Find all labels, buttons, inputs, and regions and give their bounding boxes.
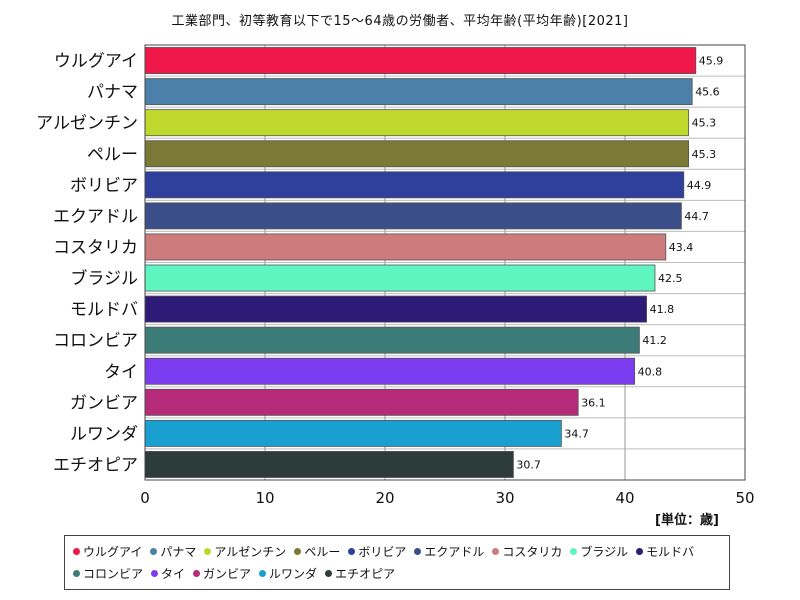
legend-item: ウルグアイ bbox=[73, 541, 142, 563]
bar bbox=[144, 419, 562, 447]
legend-item: ガンビア bbox=[193, 563, 251, 585]
legend-label: エチオピア bbox=[335, 567, 396, 581]
legend-marker bbox=[492, 548, 500, 555]
category-label: ウルグアイ bbox=[54, 52, 138, 72]
legend-marker bbox=[325, 570, 333, 577]
category-label: ペルー bbox=[87, 145, 138, 165]
legend-item: コロンビア bbox=[73, 563, 143, 585]
category-label: エクアドル bbox=[53, 207, 138, 227]
legend-item: アルゼンチン bbox=[204, 541, 286, 563]
legend-item: パナマ bbox=[150, 541, 196, 563]
legend-marker bbox=[636, 548, 644, 555]
category-label: アルゼンチン bbox=[36, 114, 138, 134]
category-label: コロンビア bbox=[53, 331, 138, 351]
bar bbox=[144, 140, 689, 168]
legend-label: ウルグアイ bbox=[83, 545, 143, 559]
bar bbox=[144, 326, 640, 354]
legend-marker bbox=[294, 548, 302, 555]
legend-item: エチオピア bbox=[325, 563, 395, 585]
legend-item: ブラジル bbox=[570, 541, 628, 563]
legend-marker bbox=[150, 548, 158, 555]
legend-item: コスタリカ bbox=[492, 541, 562, 563]
legend-marker bbox=[570, 548, 578, 555]
x-tick-label: 10 bbox=[255, 489, 274, 507]
legend-marker bbox=[193, 570, 201, 577]
value-label: 45.9 bbox=[699, 55, 724, 68]
x-tick-label: 50 bbox=[735, 489, 754, 507]
bar bbox=[144, 264, 656, 292]
category-label: タイ bbox=[104, 362, 138, 382]
category-label: ルワンダ bbox=[70, 424, 138, 444]
bar bbox=[144, 202, 682, 230]
category-label: パナマ bbox=[87, 83, 138, 103]
legend-label: コロンビア bbox=[83, 567, 144, 581]
bar bbox=[144, 357, 636, 385]
x-tick-label: 40 bbox=[615, 489, 634, 507]
legend-label: パナマ bbox=[160, 545, 197, 559]
value-label: 45.3 bbox=[692, 117, 717, 130]
value-label: 36.1 bbox=[581, 396, 606, 409]
unit-label: [単位：歳] bbox=[655, 513, 719, 528]
bar bbox=[144, 109, 689, 137]
legend-marker bbox=[259, 570, 267, 577]
bar bbox=[144, 78, 693, 106]
legend-label: アルゼンチン bbox=[214, 545, 287, 559]
value-label: 42.5 bbox=[658, 272, 683, 285]
legend-label: タイ bbox=[161, 567, 186, 581]
legend-label: ルワンダ bbox=[269, 567, 318, 581]
legend-label: ペルー bbox=[304, 545, 341, 559]
legend-marker bbox=[204, 548, 212, 555]
legend-item: ルワンダ bbox=[259, 563, 317, 585]
legend: ウルグアイ パナマ アルゼンチン ペルー ボリビア エクアドル コスタリカ ブラジル モルドバコ… bbox=[64, 535, 730, 590]
bar bbox=[144, 295, 648, 323]
plot-border bbox=[144, 44, 746, 481]
category-label: ボリビア bbox=[70, 176, 138, 196]
x-tick-label: 0 bbox=[140, 489, 150, 507]
legend-item: タイ bbox=[151, 563, 185, 585]
chart-title: 工業部門、初等教育以下で15～64歳の労働者、平均年齢(平均年齢)[2021] bbox=[171, 14, 629, 29]
value-label: 40.8 bbox=[638, 365, 663, 378]
legend-item: エクアドル bbox=[414, 541, 484, 563]
bar bbox=[144, 233, 667, 261]
value-label: 34.7 bbox=[564, 427, 589, 440]
legend-label: エクアドル bbox=[424, 545, 485, 559]
value-label: 41.2 bbox=[642, 334, 667, 347]
value-label: 45.6 bbox=[695, 86, 720, 99]
bar bbox=[144, 388, 579, 416]
category-label: モルドバ bbox=[70, 300, 138, 320]
legend-marker bbox=[348, 548, 356, 555]
legend-item: ボリビア bbox=[348, 541, 406, 563]
x-tick-label: 30 bbox=[495, 489, 514, 507]
legend-label: ブラジル bbox=[580, 545, 629, 559]
legend-label: ボリビア bbox=[358, 545, 407, 559]
category-label: ブラジル bbox=[70, 268, 138, 289]
value-label: 44.9 bbox=[687, 179, 712, 192]
category-label: ガンビア bbox=[70, 393, 138, 413]
category-label: エチオピア bbox=[53, 455, 138, 475]
legend-marker bbox=[151, 570, 159, 577]
value-label: 45.3 bbox=[692, 148, 717, 161]
value-label: 41.8 bbox=[650, 303, 675, 316]
value-label: 30.7 bbox=[516, 458, 541, 471]
legend-item: モルドバ bbox=[636, 541, 694, 563]
bar bbox=[144, 47, 697, 74]
legend-label: モルドバ bbox=[646, 545, 695, 559]
bar-chart: 45.9 ウルグアイ 45.6 パナマ 45.3 アルゼンチン 45.3 ペルー 44.9 ボリビ… bbox=[36, 44, 755, 507]
legend-label: コスタリカ bbox=[502, 545, 563, 559]
x-tick-label: 20 bbox=[375, 489, 394, 507]
legend-marker bbox=[73, 548, 80, 555]
category-label: コスタリカ bbox=[53, 238, 138, 258]
bar bbox=[144, 171, 685, 199]
legend-marker bbox=[414, 548, 422, 555]
legend-marker bbox=[73, 570, 80, 577]
legend-label: ガンビア bbox=[203, 567, 252, 581]
value-label: 44.7 bbox=[684, 210, 709, 223]
value-label: 43.4 bbox=[669, 241, 694, 254]
legend-item: ペルー bbox=[294, 541, 340, 563]
bar bbox=[144, 451, 514, 478]
